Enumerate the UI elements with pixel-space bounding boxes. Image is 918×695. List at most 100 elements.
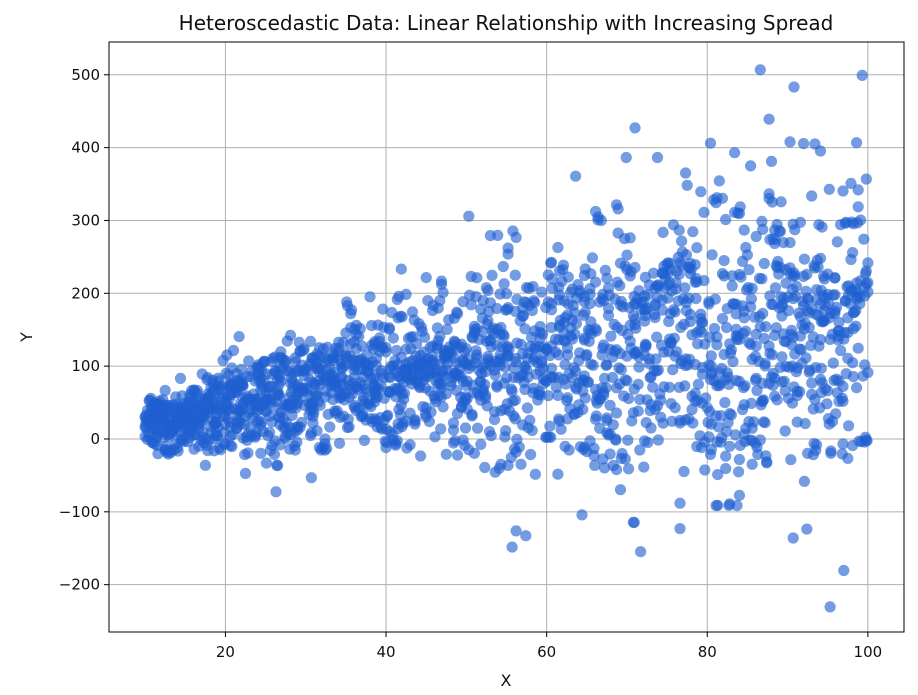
data-point — [696, 326, 708, 338]
data-point — [467, 332, 479, 344]
data-point — [305, 335, 317, 347]
data-point — [779, 385, 791, 397]
data-point — [720, 321, 733, 334]
data-point — [618, 233, 631, 245]
data-point — [545, 256, 558, 268]
data-point — [620, 151, 632, 164]
data-point — [224, 440, 236, 452]
data-point — [789, 224, 801, 236]
data-point — [374, 335, 386, 348]
data-point — [498, 278, 510, 290]
data-point — [268, 448, 280, 460]
x-axis-label: X — [501, 671, 512, 690]
data-point — [767, 367, 779, 380]
data-point — [519, 383, 531, 396]
data-point — [602, 302, 615, 314]
data-point — [742, 282, 754, 294]
data-point — [322, 408, 334, 420]
data-point — [559, 335, 571, 347]
data-point — [699, 464, 711, 476]
data-point — [635, 546, 647, 558]
data-point — [420, 272, 432, 284]
data-point — [477, 295, 489, 307]
data-point — [471, 272, 483, 284]
data-point — [166, 427, 178, 439]
data-point — [706, 366, 718, 379]
data-point — [474, 375, 486, 388]
data-point — [806, 377, 818, 389]
data-point — [212, 421, 224, 433]
data-point — [805, 339, 817, 351]
data-point — [510, 525, 522, 537]
data-point — [651, 280, 663, 292]
data-point — [361, 349, 373, 361]
data-point — [395, 263, 407, 275]
data-point — [480, 357, 492, 369]
data-point — [720, 450, 732, 462]
data-point — [364, 291, 376, 303]
data-point — [664, 257, 676, 270]
data-point — [459, 439, 471, 451]
data-point — [616, 448, 628, 460]
data-point — [759, 360, 771, 372]
data-point — [705, 350, 717, 362]
data-point — [523, 282, 535, 294]
data-point — [700, 392, 712, 404]
data-point — [722, 416, 734, 429]
data-point — [565, 286, 577, 299]
data-point — [713, 175, 725, 187]
data-point — [628, 517, 640, 529]
data-point — [826, 415, 839, 427]
data-point — [260, 457, 272, 469]
y-axis-ticks: −200 −100 0 100 200 300 400 500 — [59, 66, 109, 594]
data-point — [720, 373, 732, 386]
data-point — [289, 356, 301, 368]
data-point — [652, 434, 664, 446]
data-point — [447, 417, 460, 429]
data-point — [851, 137, 863, 149]
data-point — [542, 390, 554, 402]
data-point — [686, 329, 698, 341]
data-point — [269, 401, 281, 413]
data-point — [757, 394, 770, 406]
data-point — [763, 113, 775, 125]
data-point — [237, 380, 249, 392]
data-point — [515, 338, 527, 350]
data-point — [561, 349, 574, 361]
data-point — [860, 173, 872, 185]
data-point — [674, 523, 686, 535]
data-point — [775, 196, 787, 208]
data-point — [787, 532, 799, 544]
data-point — [642, 289, 654, 301]
data-point — [377, 303, 389, 315]
data-point — [758, 332, 770, 345]
data-point — [710, 197, 722, 209]
data-point — [674, 257, 686, 269]
data-point — [479, 461, 491, 474]
data-point — [856, 69, 868, 81]
data-point — [621, 249, 633, 261]
data-point — [835, 344, 847, 357]
data-point — [465, 299, 477, 311]
data-point — [541, 343, 553, 355]
data-point — [819, 292, 831, 304]
data-point — [814, 402, 826, 414]
data-point — [716, 432, 728, 444]
data-point — [378, 321, 390, 333]
data-point — [304, 374, 316, 386]
data-point — [354, 323, 366, 335]
data-point — [837, 380, 849, 392]
data-point — [776, 351, 788, 363]
data-point — [520, 530, 532, 542]
data-point — [860, 434, 872, 446]
data-point — [333, 437, 346, 449]
data-point — [798, 253, 811, 265]
data-point — [731, 334, 743, 346]
data-point — [760, 321, 772, 333]
data-point — [629, 319, 641, 331]
data-point — [814, 373, 827, 385]
data-point — [832, 334, 844, 346]
data-point — [734, 439, 746, 451]
data-point — [651, 291, 664, 303]
